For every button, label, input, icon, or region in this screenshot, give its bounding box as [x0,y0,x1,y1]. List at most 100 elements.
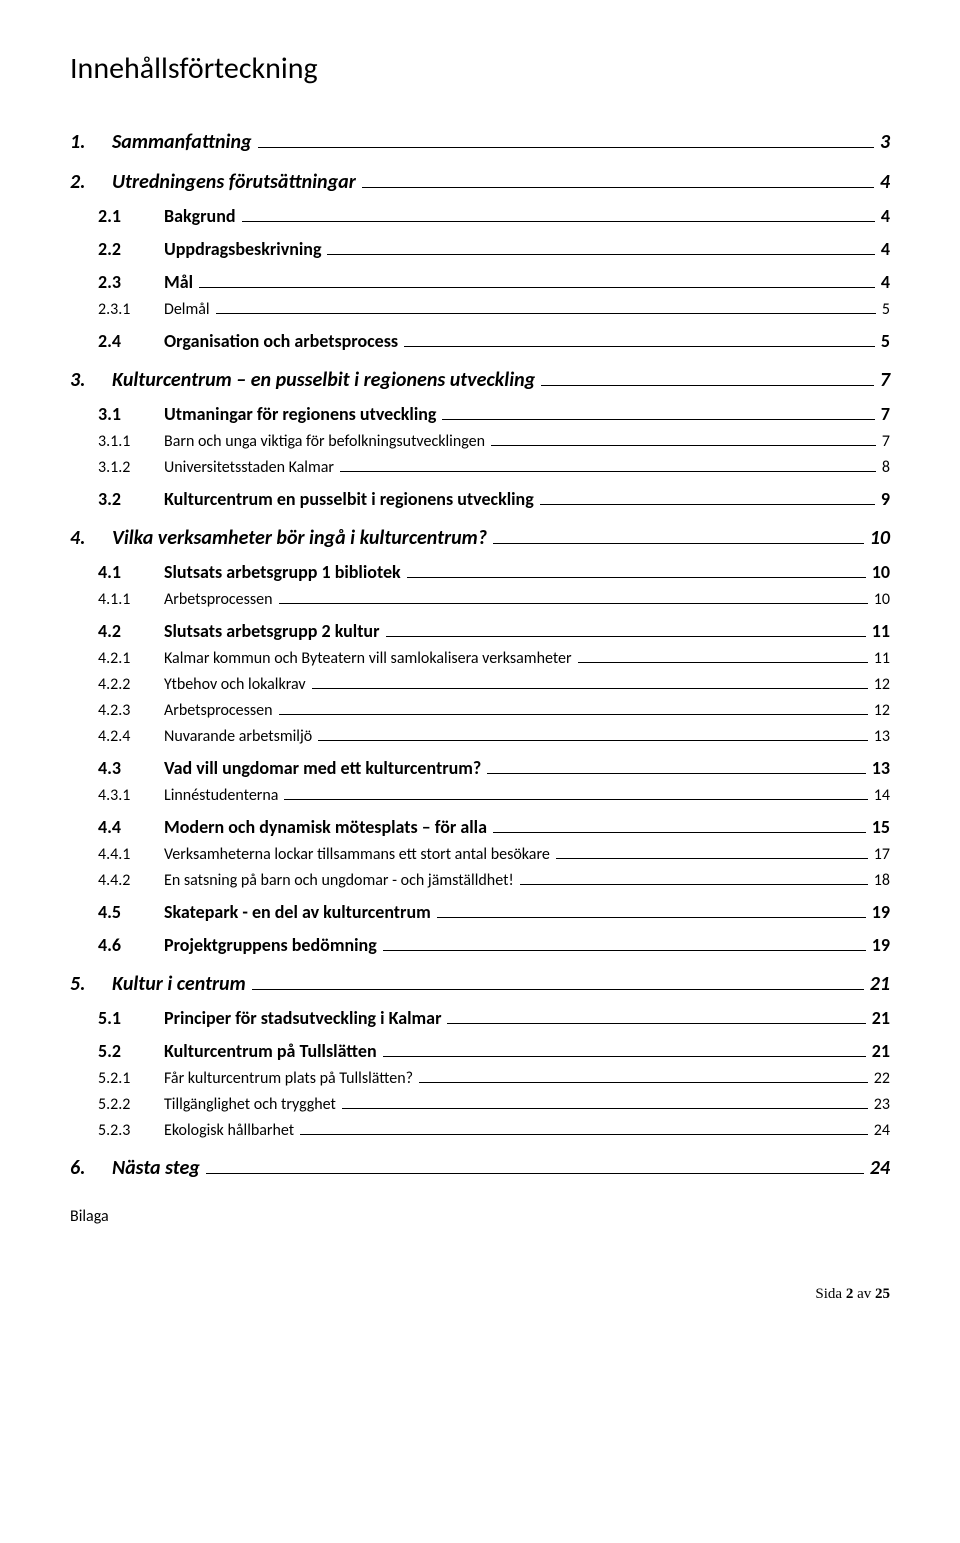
toc-entry-page: 23 [874,1093,890,1117]
toc-entry-page: 21 [872,1005,890,1032]
toc-entry-number: 5.1 [98,1005,164,1032]
toc-entry-page: 10 [874,588,890,612]
toc-leader-line [491,445,876,446]
toc-entry-number: 5.2.3 [98,1119,164,1143]
toc-entry-page: 10 [872,559,890,586]
toc-entry-label: Principer för stadsutveckling i Kalmar [164,1005,441,1032]
toc-entry-page: 7 [882,430,890,454]
toc-entry: 5.2.2Tillgänglighet och trygghet23 [98,1093,890,1117]
toc-entry: 3.1.2Universitetsstaden Kalmar8 [98,456,890,480]
toc-entry-label: Vilka verksamheter bör ingå i kulturcent… [112,523,487,553]
toc-leader-line [327,254,874,255]
toc-entry-page: 12 [874,673,890,697]
toc-entry-label: Mål [164,269,193,296]
toc-entry-page: 5 [881,328,890,355]
toc-entry: 2.4Organisation och arbetsprocess 5 [98,328,890,355]
toc-entry-number: 4.4.2 [98,869,164,893]
toc-entry-number: 1. [70,127,112,157]
toc-entry-number: 2. [70,167,112,197]
toc-entry-page: 4 [880,167,890,197]
toc-entry-page: 24 [874,1119,890,1143]
toc-entry-label: Verksamheterna lockar tillsammans ett st… [164,843,550,867]
toc-entry: 2.Utredningens förutsättningar 4 [70,167,890,197]
toc-entry-number: 4.2.1 [98,647,164,671]
toc-entry-number: 5.2 [98,1038,164,1065]
toc-entry-page: 4 [881,236,890,263]
toc-leader-line [447,1023,865,1024]
toc-entry-label: Modern och dynamisk mötesplats – för all… [164,814,487,841]
toc-entry: 4.4.2En satsning på barn och ungdomar - … [98,869,890,893]
toc-entry-label: Nuvarande arbetsmiljö [164,725,312,749]
toc-entry-number: 2.4 [98,328,164,355]
toc-entry-page: 7 [880,365,890,395]
toc-leader-line [383,950,866,951]
toc-leader-line [300,1134,868,1135]
toc-entry-label: Organisation och arbetsprocess [164,328,398,355]
toc-entry: 3.Kulturcentrum – en pusselbit i regione… [70,365,890,395]
toc-entry-page: 3 [880,127,890,157]
toc-entry-number: 2.3 [98,269,164,296]
toc-entry-label: Kulturcentrum en pusselbit i regionens u… [164,486,534,513]
toc-entry: 4.1.1Arbetsprocessen10 [98,588,890,612]
toc-leader-line [407,577,866,578]
toc-entry-number: 3.1.2 [98,456,164,480]
toc-entry-page: 13 [874,725,890,749]
toc-entry-page: 18 [874,869,890,893]
toc-entry-number: 5.2.1 [98,1067,164,1091]
toc-entry: 4.5Skatepark - en del av kulturcentrum19 [98,899,890,926]
toc-entry-number: 4.2.2 [98,673,164,697]
toc-entry-number: 2.1 [98,203,164,230]
toc-entry-page: 13 [872,755,890,782]
toc-entry-label: Nästa steg [112,1153,200,1183]
toc-entry-label: Barn och unga viktiga för befolkningsutv… [164,430,485,454]
toc-leader-line [284,799,867,800]
toc-entry: 4.4.1Verksamheterna lockar tillsammans e… [98,843,890,867]
toc-entry: 2.3Mål4 [98,269,890,296]
toc-entry: 3.1Utmaningar för regionens utveckling7 [98,401,890,428]
toc-entry-number: 4.4.1 [98,843,164,867]
toc-leader-line [279,603,868,604]
toc-entry: 5.2Kulturcentrum på Tullslätten21 [98,1038,890,1065]
toc-entry: 1.Sammanfattning 3 [70,127,890,157]
toc-leader-line [199,287,875,288]
toc-leader-line [206,1173,864,1174]
toc-entry-label: Uppdragsbeskrivning [164,236,321,263]
toc-entry-label: Vad vill ungdomar med ett kulturcentrum? [164,755,481,782]
toc-leader-line [258,147,874,148]
toc-leader-line [556,858,868,859]
toc-entry-label: Ekologisk hållbarhet [164,1119,294,1143]
toc-entry-label: Bakgrund [164,203,236,230]
toc-leader-line [493,543,864,544]
toc-entry-page: 19 [872,899,890,926]
toc-entry-label: Arbetsprocessen [164,699,273,723]
toc-entry-number: 4.4 [98,814,164,841]
toc-entry: 6.Nästa steg 24 [70,1153,890,1183]
toc-entry-label: Sammanfattning [112,127,252,157]
toc-entry-number: 4.3.1 [98,784,164,808]
toc-entry-label: Kultur i centrum [112,969,246,999]
toc-entry-label: Universitetsstaden Kalmar [164,456,334,480]
toc-entry-number: 4.3 [98,755,164,782]
toc-leader-line [442,419,874,420]
toc-entry-number: 6. [70,1153,112,1183]
toc-leader-line [312,688,868,689]
toc-leader-line [242,221,875,222]
toc-entry-label: Kalmar kommun och Byteatern vill samloka… [164,647,572,671]
toc-leader-line [493,832,866,833]
toc-entry: 2.3.1Delmål5 [98,298,890,322]
toc-leader-line [419,1082,868,1083]
toc-entry-label: Slutsats arbetsgrupp 1 bibliotek [164,559,401,586]
toc-entry-number: 4.5 [98,899,164,926]
toc-entry: 4.2.4Nuvarande arbetsmiljö 13 [98,725,890,749]
toc-leader-line [342,1108,868,1109]
toc-entry: 4.2.2Ytbehov och lokalkrav12 [98,673,890,697]
toc-entry-page: 24 [870,1153,890,1183]
toc-entry-page: 12 [874,699,890,723]
toc-entry: 3.1.1Barn och unga viktiga för befolknin… [98,430,890,454]
toc-entry-label: Utredningens förutsättningar [112,167,356,197]
toc-entry-number: 2.3.1 [98,298,164,322]
toc-entry: 4.3Vad vill ungdomar med ett kulturcentr… [98,755,890,782]
toc-entry-number: 4.2.4 [98,725,164,749]
toc-entry-page: 21 [872,1038,890,1065]
toc-entry: 5.1Principer för stadsutveckling i Kalma… [98,1005,890,1032]
